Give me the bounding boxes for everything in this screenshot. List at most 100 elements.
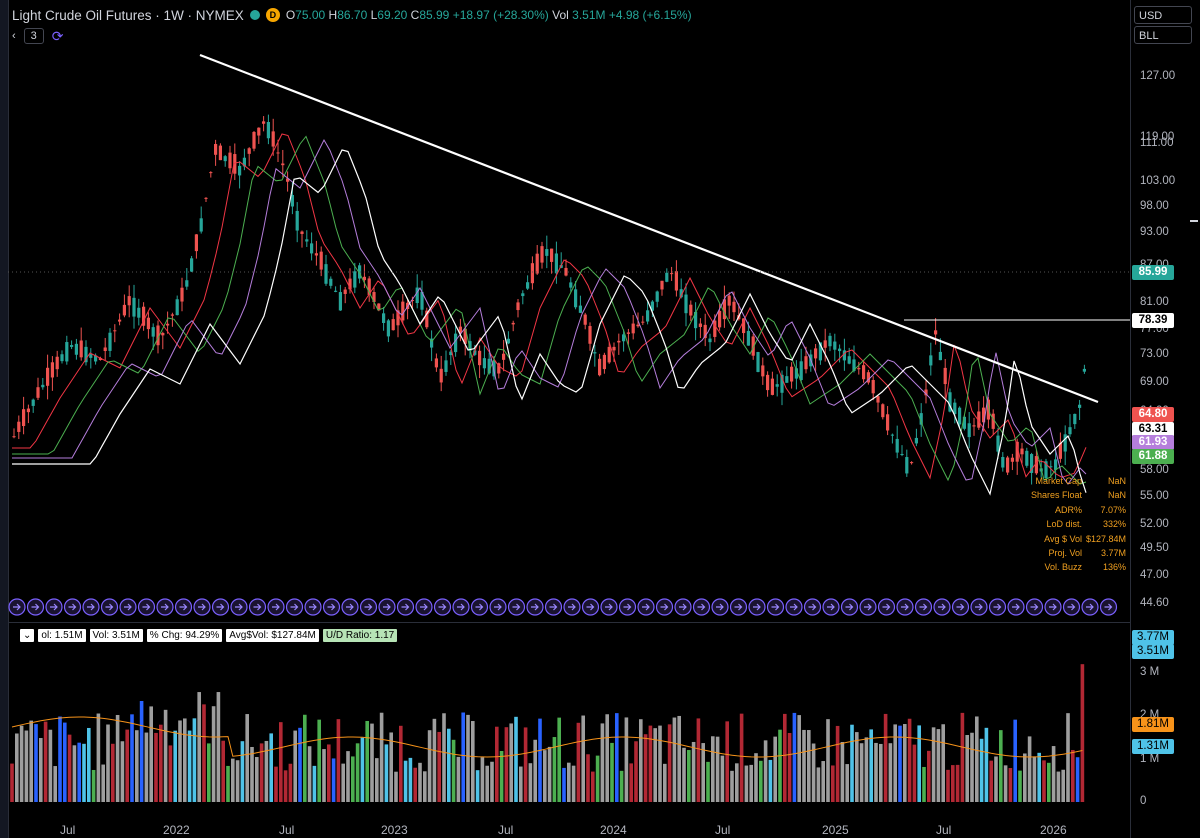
- volume-bar: [96, 713, 101, 802]
- volume-collapse-button[interactable]: ⌄: [20, 628, 35, 642]
- candle-body: [454, 333, 458, 353]
- candle-body: [36, 387, 40, 398]
- date-tick: Jul: [715, 823, 731, 837]
- candle-body: [833, 341, 837, 350]
- event-arrow-icon: [50, 603, 58, 611]
- candle-body: [497, 363, 501, 374]
- volume-bar: [595, 755, 600, 802]
- open-value: 75.00: [295, 8, 326, 22]
- volume-bar: [725, 721, 729, 802]
- volume-bar: [499, 750, 504, 802]
- stats-row: Avg $ Vol $127.84M: [1026, 532, 1126, 546]
- candle-body: [598, 358, 602, 376]
- volume-bar: [639, 719, 643, 802]
- volume-bar: [855, 732, 859, 802]
- volume-label: Vol: [552, 8, 569, 22]
- currency-select[interactable]: USD: [1134, 6, 1192, 24]
- price-scale-border: [1130, 0, 1131, 838]
- volume-bar: [389, 732, 393, 802]
- candle-body: [1058, 442, 1062, 459]
- candle-body: [166, 323, 170, 326]
- volume-bar: [226, 765, 230, 802]
- volume-bar: [552, 737, 557, 802]
- event-arrow-icon: [1104, 603, 1113, 611]
- candle-body: [286, 178, 290, 182]
- event-arrow-icon: [235, 603, 243, 611]
- candle-body: [353, 271, 357, 288]
- stats-row: LoD dist. 332%: [1026, 517, 1126, 531]
- volume-bar: [807, 730, 811, 802]
- candle-body: [242, 157, 246, 167]
- volume-bar: [816, 767, 821, 802]
- symbol-title[interactable]: Light Crude Oil Futures · 1W · NYMEX: [12, 7, 244, 23]
- candle-body: [199, 218, 203, 232]
- candle-body: [929, 355, 933, 366]
- candle-body: [698, 323, 702, 327]
- trend-line: [199, 53, 1099, 404]
- volume-bar: [907, 718, 912, 802]
- volume-bar: [879, 743, 883, 802]
- volume-bar: [845, 764, 849, 802]
- candle-body: [842, 350, 846, 361]
- event-arrow-icon: [87, 603, 95, 611]
- volume-bar: [77, 742, 81, 802]
- price-tick: 127.00: [1140, 70, 1176, 82]
- date-tick: Jul: [498, 823, 514, 837]
- volume-bar: [207, 743, 211, 802]
- volume-bar: [1013, 719, 1017, 802]
- event-arrow-icon: [142, 603, 151, 611]
- candle-body: [386, 320, 390, 337]
- candle-body: [718, 310, 722, 328]
- event-arrow-icon: [383, 603, 391, 611]
- candle-body: [137, 307, 141, 318]
- event-arrow-icon: [882, 603, 891, 611]
- scale-menu-icon[interactable]: [1190, 220, 1198, 222]
- candle-body: [276, 152, 280, 154]
- volume-bar: [711, 736, 715, 802]
- candle-body: [396, 310, 400, 326]
- candle-body: [1044, 461, 1048, 479]
- event-arrow-icon: [401, 603, 410, 611]
- stats-key: Avg $ Vol: [1044, 533, 1082, 544]
- pane-separator[interactable]: [8, 622, 1130, 623]
- volume-bar: [1018, 770, 1022, 802]
- candle-body: [919, 413, 923, 425]
- volume-bar: [351, 756, 355, 802]
- volume-tick: 0: [1140, 795, 1147, 807]
- volume-bar: [144, 732, 149, 802]
- volume-bar: [778, 729, 782, 802]
- candle-body: [1063, 434, 1067, 452]
- candle-body: [151, 327, 155, 337]
- sync-icon[interactable]: ⟳: [51, 27, 64, 44]
- volume-bar: [519, 766, 523, 802]
- volume-bar: [461, 712, 465, 802]
- unit-select[interactable]: BLL: [1134, 26, 1192, 44]
- volume-bar: [471, 721, 475, 802]
- candle-body: [262, 121, 266, 124]
- candle-body: [670, 273, 674, 275]
- date-tick: 2024: [600, 823, 627, 837]
- volume-bar: [936, 729, 941, 802]
- candle-body: [780, 374, 784, 393]
- candle-body: [761, 365, 765, 377]
- candle-body: [468, 341, 472, 351]
- indicators-count-button[interactable]: 3: [23, 28, 44, 44]
- volume-marker-label: 1.81M: [1132, 717, 1174, 732]
- volume-bar: [581, 715, 585, 802]
- volume-bar: [322, 749, 326, 802]
- candle-body: [146, 317, 150, 330]
- candle-body: [905, 457, 909, 474]
- volume-bar: [331, 758, 336, 802]
- volume-bar: [883, 713, 888, 802]
- event-arrow-icon: [531, 603, 539, 611]
- volume-bar: [466, 714, 470, 802]
- collapse-legend-button[interactable]: ‹: [12, 30, 16, 42]
- price-tick: 44.60: [1140, 597, 1169, 609]
- event-arrow-icon: [327, 603, 336, 611]
- volume-bar: [48, 729, 53, 802]
- volume-bar: [898, 725, 902, 802]
- price-tick: 47.00: [1140, 569, 1169, 581]
- price-chart-canvas[interactable]: [0, 0, 1130, 838]
- volume-bar: [903, 724, 907, 802]
